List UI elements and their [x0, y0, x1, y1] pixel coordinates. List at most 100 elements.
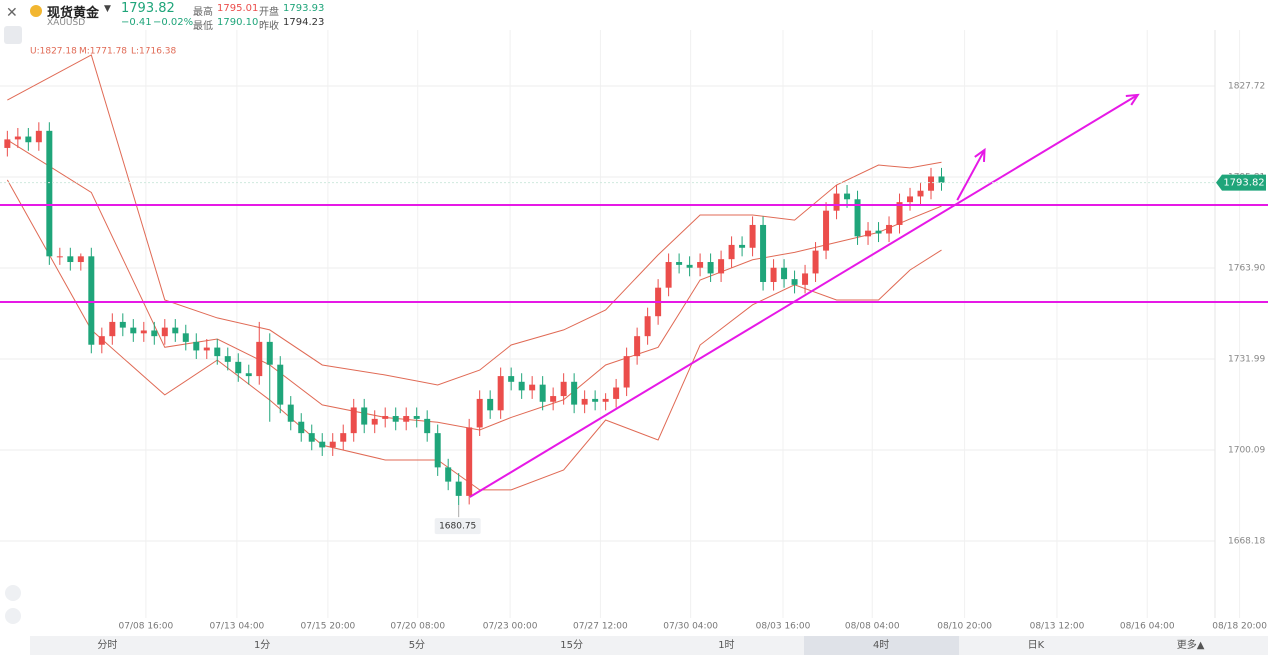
- candle-body: [718, 259, 725, 274]
- candle-body: [665, 262, 672, 288]
- candle-body: [298, 421, 305, 434]
- candle-body: [193, 341, 200, 351]
- candle-body: [739, 244, 746, 248]
- candle-body: [623, 356, 630, 388]
- period-tab[interactable]: 更多▲: [1176, 640, 1205, 651]
- header: ✕ 现货黄金 ▼ XAUUSD 1793.82 −0.41 −0.02% 最高 …: [0, 0, 1268, 32]
- arrow-head: [974, 147, 986, 162]
- candle-body: [749, 224, 756, 248]
- y-tick-label: 1827.72: [1228, 82, 1265, 92]
- indicator-lower: L:1716.38: [131, 47, 177, 57]
- candle-body: [497, 376, 504, 411]
- min-marker-label: 1680.75: [439, 522, 476, 532]
- tool-button[interactable]: [4, 26, 22, 44]
- candle-body: [266, 341, 273, 365]
- x-tick-label: 07/13 04:00: [210, 622, 265, 632]
- candle-body: [907, 196, 914, 203]
- candle-body: [119, 321, 126, 328]
- candle-body: [172, 327, 179, 334]
- candle-body: [224, 356, 231, 362]
- instrument-name[interactable]: 现货黄金: [47, 6, 100, 21]
- dropdown-caret[interactable]: ▼: [104, 4, 111, 14]
- candle-body: [697, 262, 704, 268]
- period-tab[interactable]: 1时: [718, 640, 735, 651]
- candle-body: [445, 467, 452, 482]
- candle-body: [77, 256, 84, 263]
- y-tick-label: 1763.90: [1228, 264, 1265, 274]
- candle-body: [319, 441, 326, 448]
- candle-body: [4, 139, 11, 148]
- candle-body: [686, 264, 693, 268]
- stat-label: 最高: [193, 7, 213, 18]
- candle-body: [560, 381, 567, 397]
- candle-body: [508, 376, 515, 382]
- candle-body: [392, 416, 399, 422]
- candle-body: [602, 398, 609, 402]
- candle-body: [403, 416, 410, 422]
- candle-body: [46, 130, 53, 257]
- candle-body: [235, 361, 242, 374]
- candle-body: [466, 427, 473, 496]
- candle-body: [644, 316, 651, 337]
- period-tab[interactable]: 15分: [560, 640, 583, 651]
- x-tick-label: 07/20 08:00: [390, 622, 445, 632]
- candle-body: [823, 210, 830, 251]
- candle-body: [109, 321, 116, 337]
- stat-value: 1793.93: [283, 3, 325, 14]
- arrow-head: [1125, 93, 1140, 106]
- candle-body: [350, 407, 357, 434]
- stat-value: 1790.10: [217, 17, 259, 28]
- tool-button[interactable]: [5, 585, 21, 601]
- candle-body: [67, 256, 74, 263]
- bollinger-band: [7, 54, 942, 386]
- candle-body: [581, 398, 588, 405]
- period-tab[interactable]: 日K: [1027, 640, 1045, 651]
- candle-body: [35, 130, 42, 143]
- candle-body: [98, 336, 105, 345]
- period-tab[interactable]: 5分: [408, 640, 426, 651]
- candle-body: [928, 176, 935, 191]
- symbol: XAUUSD: [47, 18, 86, 28]
- candle-body: [277, 364, 284, 405]
- tool-button[interactable]: [5, 608, 21, 624]
- last-price-label: 1793.82: [1223, 178, 1264, 189]
- candle-body: [487, 398, 494, 411]
- candle-body: [634, 336, 641, 357]
- x-tick-label: 07/15 20:00: [301, 622, 356, 632]
- x-tick-label: 08/16 04:00: [1120, 622, 1175, 632]
- period-tab[interactable]: 分时: [97, 640, 118, 651]
- period-tab[interactable]: 4时: [803, 636, 959, 655]
- candle-body: [865, 230, 872, 237]
- candle-body: [130, 327, 137, 334]
- candle-body: [340, 433, 347, 442]
- x-tick-label: 08/10 20:00: [937, 622, 992, 632]
- candle-body: [382, 416, 389, 419]
- candle-body: [917, 190, 924, 197]
- candle-body: [571, 381, 578, 405]
- x-tick-label: 08/13 12:00: [1030, 622, 1085, 632]
- candle-body: [854, 199, 861, 237]
- candle-body: [518, 381, 525, 391]
- candle-body: [25, 136, 32, 143]
- x-tick-label: 07/27 12:00: [573, 622, 628, 632]
- x-tick-label: 08/03 16:00: [756, 622, 811, 632]
- candle-body: [329, 441, 336, 448]
- candle-body: [361, 407, 368, 425]
- candle-body: [245, 373, 252, 377]
- candle-body: [455, 481, 462, 496]
- period-tab[interactable]: 1分: [253, 640, 271, 651]
- last-price-tag: [1216, 174, 1266, 191]
- y-tick-label: 1700.09: [1228, 445, 1265, 455]
- candle-body: [844, 193, 851, 200]
- candle-body: [592, 398, 599, 402]
- candle-body: [14, 136, 21, 140]
- candle-body: [434, 433, 441, 468]
- candle-body: [256, 341, 263, 377]
- candle-body: [781, 267, 788, 280]
- x-tick-label: 07/30 04:00: [663, 622, 718, 632]
- candle-body: [424, 418, 431, 434]
- candle-body: [802, 273, 809, 285]
- close-icon[interactable]: ✕: [6, 5, 18, 21]
- bollinger-band: [6, 179, 942, 491]
- candle-body: [88, 256, 95, 345]
